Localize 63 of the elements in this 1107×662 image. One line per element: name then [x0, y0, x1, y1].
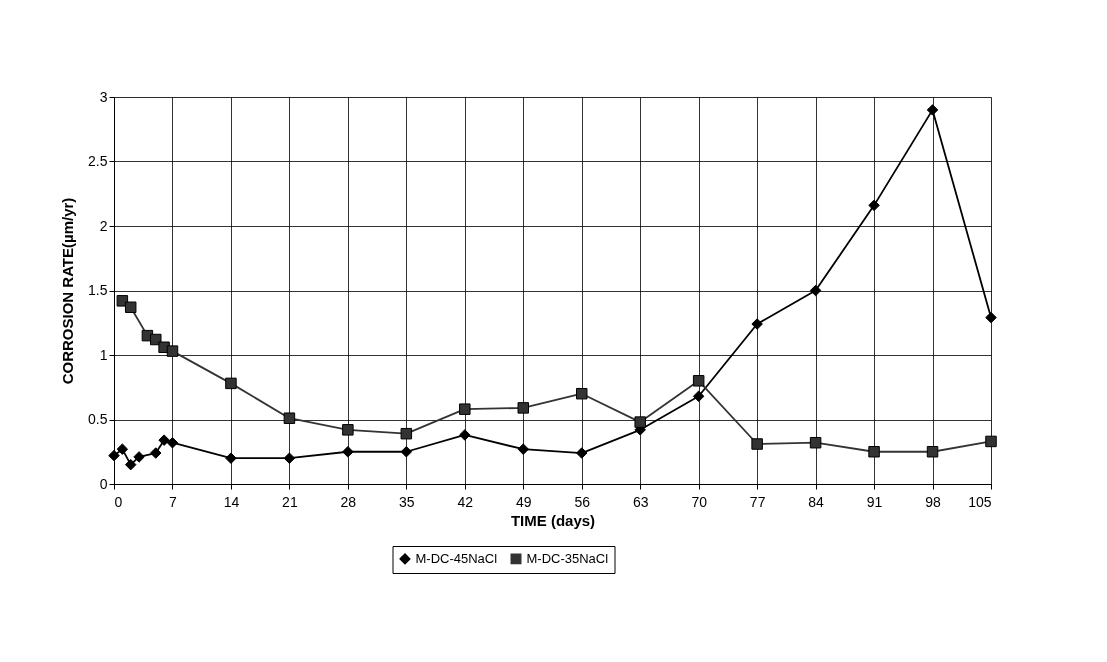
point	[133, 451, 145, 463]
point	[342, 446, 354, 458]
point	[692, 390, 705, 403]
x-tick-label: 0	[114, 493, 123, 510]
point	[751, 438, 763, 450]
point	[400, 446, 413, 458]
point	[692, 375, 705, 387]
point	[225, 377, 237, 390]
point	[108, 449, 120, 462]
point	[150, 447, 162, 459]
point	[517, 402, 530, 414]
x-tick-label: 70	[691, 493, 708, 510]
point	[985, 435, 997, 448]
point	[926, 104, 939, 116]
x-axis-title: TIME (days)	[510, 511, 596, 529]
x-tick-label: 105	[968, 493, 992, 510]
y-tick-label: 3	[99, 88, 108, 105]
point	[459, 429, 471, 441]
y-tick-label: 1	[99, 346, 108, 363]
x-tick-label: 7	[169, 493, 178, 510]
point	[124, 301, 137, 314]
point	[283, 452, 296, 464]
x-tick-label: 56	[574, 493, 591, 510]
x-tick-label: 49	[515, 493, 532, 510]
point	[342, 424, 354, 436]
point	[751, 318, 763, 330]
point	[517, 443, 530, 455]
y-tick-label: 2	[99, 217, 108, 234]
x-tick-label: 35	[399, 493, 415, 510]
point	[634, 416, 646, 428]
point	[868, 446, 880, 458]
x-tick-label: 84	[808, 493, 825, 510]
point	[158, 434, 170, 446]
point	[868, 199, 880, 212]
legend-label: M-DC-35NaCl	[526, 550, 609, 566]
point	[116, 443, 129, 455]
x-tick-label: 77	[749, 493, 766, 510]
x-tick-label: 91	[866, 493, 883, 510]
x-tick-label: 21	[282, 493, 298, 510]
point	[985, 311, 997, 324]
point	[400, 427, 413, 440]
point	[809, 284, 822, 297]
x-tick-label: 63	[632, 493, 649, 510]
point	[166, 436, 179, 449]
point	[459, 403, 471, 415]
y-axis-title: CORROSION RATE(µm/yr)	[59, 197, 77, 385]
point	[225, 452, 237, 464]
x-tick-label: 42	[457, 493, 474, 510]
y-tick-label: 2.5	[88, 153, 108, 169]
point	[575, 387, 588, 400]
y-tick-label: 0	[99, 475, 108, 492]
point	[926, 446, 939, 458]
point	[283, 412, 296, 424]
point	[124, 458, 137, 471]
legend-label: M-DC-45NaCl	[415, 550, 498, 566]
y-tick-label: 0.5	[88, 411, 108, 427]
x-tick-label: 28	[340, 493, 357, 510]
y-tick-label: 1.5	[88, 282, 108, 298]
x-tick-label: 98	[925, 493, 942, 510]
point	[809, 436, 822, 449]
point	[166, 345, 179, 357]
x-tick-label: 14	[223, 493, 240, 510]
point	[575, 447, 588, 459]
